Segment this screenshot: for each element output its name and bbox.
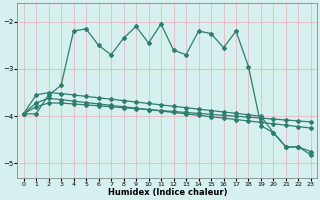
- X-axis label: Humidex (Indice chaleur): Humidex (Indice chaleur): [108, 188, 227, 197]
